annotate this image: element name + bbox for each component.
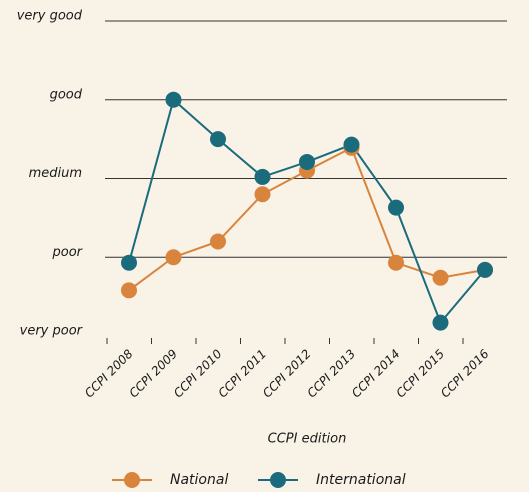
y-tick-label: very poor [20, 324, 84, 339]
data-point [121, 282, 137, 299]
data-point [388, 254, 404, 271]
x-axis-label: CCPI edition [268, 432, 347, 447]
data-point [165, 91, 182, 108]
legend-label: International [316, 472, 406, 488]
legend-marker [124, 472, 140, 488]
data-point [254, 186, 271, 203]
y-tick-label: very good [17, 9, 83, 24]
data-point [432, 314, 449, 331]
data-point [210, 131, 226, 148]
legend-marker [270, 472, 286, 488]
data-point [299, 153, 315, 170]
data-point [432, 269, 449, 286]
data-point [388, 199, 404, 216]
y-tick-label: medium [29, 166, 82, 181]
data-point [210, 233, 226, 250]
y-tick-label: good [50, 87, 83, 102]
legend-item: National [112, 472, 228, 488]
data-point [254, 168, 271, 185]
series-line [128, 97, 486, 325]
y-tick-label: poor [51, 245, 83, 260]
legend-item: International [258, 472, 406, 488]
legend-label: National [170, 472, 228, 488]
data-point [343, 136, 360, 153]
data-point [121, 254, 137, 271]
data-point [477, 261, 493, 278]
x-tick-label: CCPI 2016 [438, 346, 492, 400]
data-point [165, 249, 182, 266]
